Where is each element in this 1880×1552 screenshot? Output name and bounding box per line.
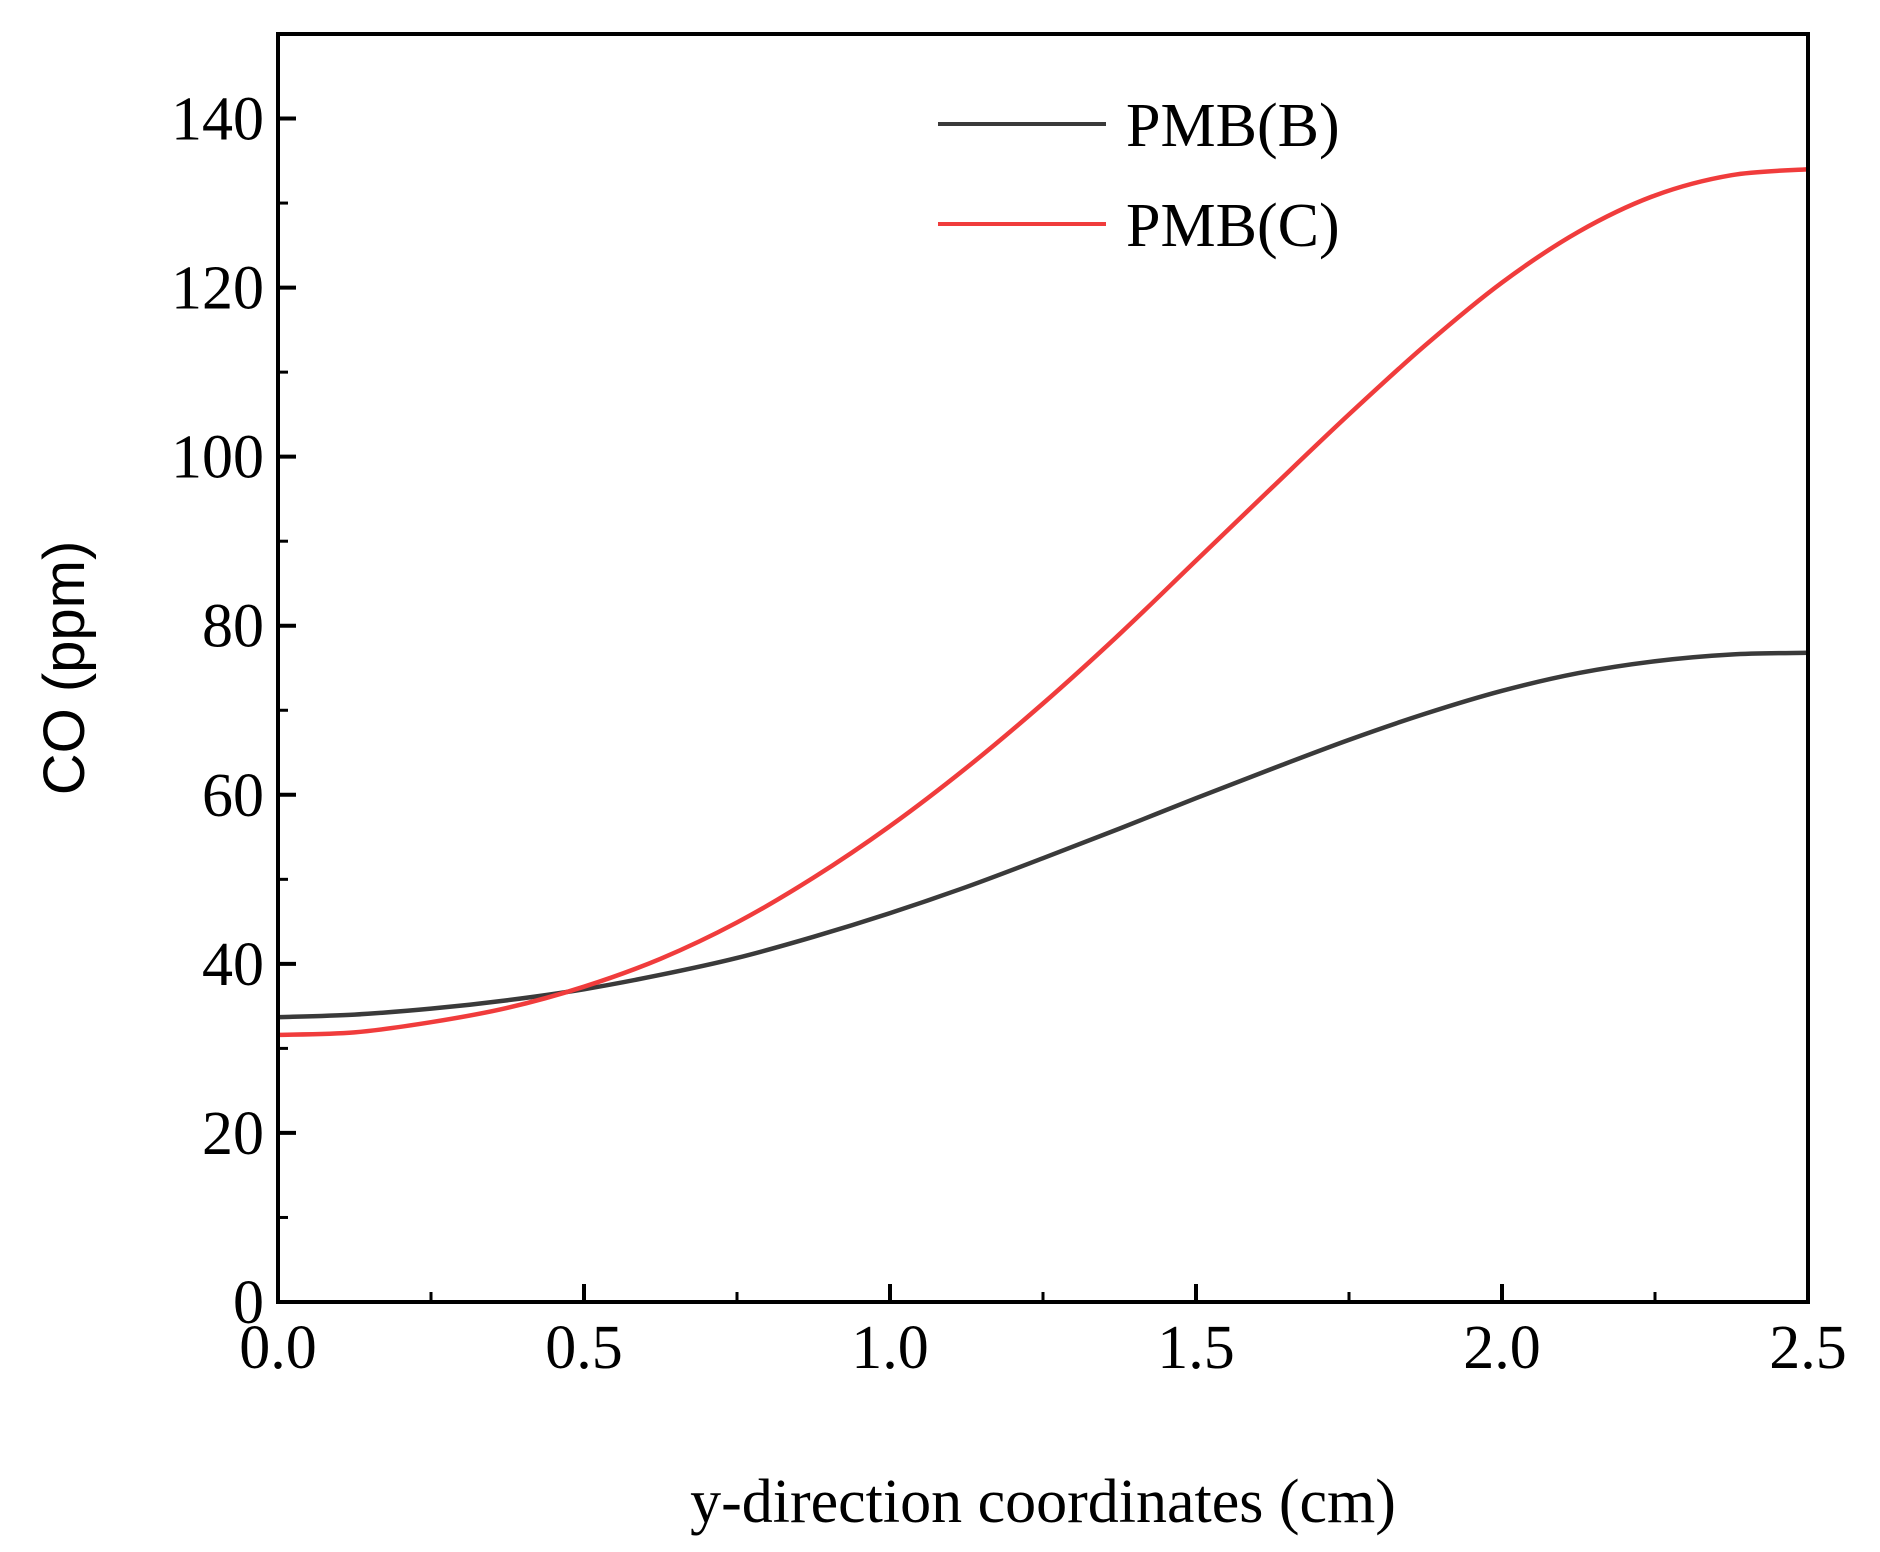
y-tick-label: 0 [233, 1269, 264, 1337]
y-tick-label: 120 [171, 255, 264, 323]
y-axis-label: CO (ppm) [32, 541, 97, 796]
y-tick-label: 20 [202, 1100, 264, 1168]
x-tick-label: 1.5 [1157, 1314, 1235, 1382]
series-line-pmb-b [277, 650, 1809, 1020]
x-tick-label: 1.0 [851, 1314, 929, 1382]
plot-area [277, 167, 1809, 1038]
x-axis: 0.0 0.5 1.0 1.5 2.0 2.5 [239, 1284, 1847, 1382]
x-tick-label: 2.5 [1769, 1314, 1847, 1382]
series-line-pmb-c [277, 167, 1809, 1038]
y-tick-label: 80 [202, 593, 264, 661]
y-tick-label: 100 [171, 424, 264, 492]
legend-label-pmb-b: PMB(B) [1126, 92, 1340, 160]
legend-label-pmb-c: PMB(C) [1126, 192, 1340, 260]
y-axis: 0 20 40 60 80 100 120 140 [171, 32, 296, 1337]
y-tick-label: 40 [202, 931, 264, 999]
y-tick-label: 140 [171, 86, 264, 154]
x-tick-label: 0.5 [545, 1314, 623, 1382]
x-tick-label: 2.0 [1463, 1314, 1541, 1382]
x-tick-label: 0.0 [239, 1314, 317, 1382]
legend: PMB(B) PMB(C) [938, 92, 1340, 260]
y-tick-label: 60 [202, 762, 264, 830]
x-axis-label: y-direction coordinates (cm) [690, 1468, 1396, 1536]
